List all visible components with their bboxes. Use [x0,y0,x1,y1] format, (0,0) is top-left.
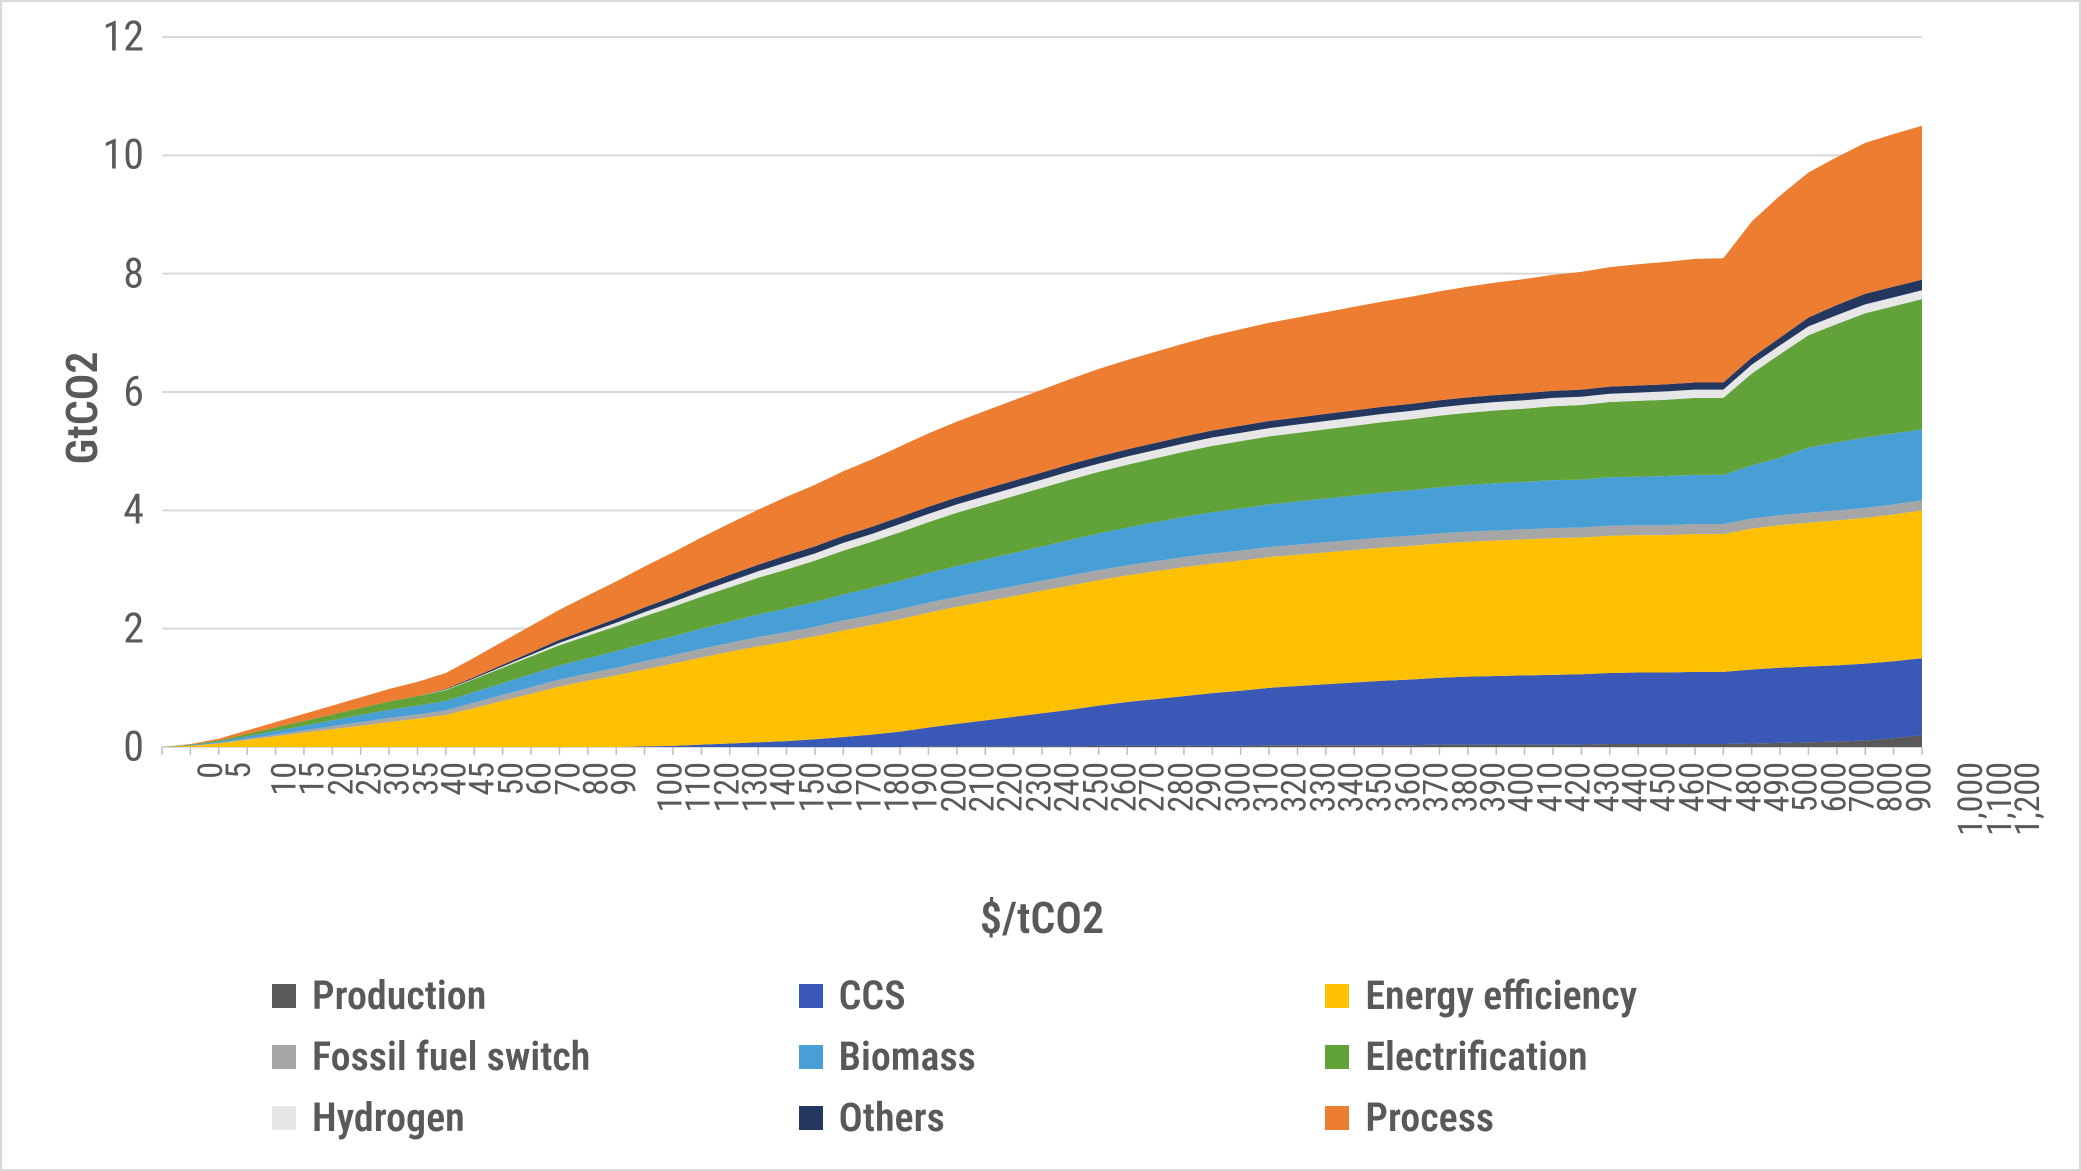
legend-label: Fossil fuel switch [312,1033,590,1080]
legend-label: Electrification [1365,1033,1587,1080]
y-tick-label: 10 [84,131,144,180]
legend-item-process: Process [1325,1094,1832,1141]
legend-label: Energy efficiency [1365,972,1637,1019]
legend-label: Production [312,972,486,1019]
legend-item-others: Others [799,1094,1306,1141]
legend-swatch [272,1106,296,1130]
legend-item-biomass: Biomass [799,1033,1306,1080]
plot-area [162,37,1922,747]
legend-item-electrification: Electrification [1325,1033,1832,1080]
legend-swatch [799,984,823,1008]
x-tick-label: 90 [605,762,645,796]
chart-frame: 024681012 GtCO2 051015202530354045506070… [0,0,2081,1171]
x-tick-label: 900 [1899,762,1939,812]
y-tick-label: 8 [84,249,144,298]
y-axis-title: GtCO2 [56,308,108,508]
legend-item-energy-efficiency: Energy efficiency [1325,972,1832,1019]
legend-swatch [1325,1106,1349,1130]
y-tick-label: 0 [84,723,144,772]
legend-item-hydrogen: Hydrogen [272,1094,779,1141]
legend-swatch [799,1106,823,1130]
legend: Production CCS Energy efficiency Fossil fue… [272,972,1832,1141]
legend-label: Hydrogen [312,1094,465,1141]
legend-item-fossil-fuel-switch: Fossil fuel switch [272,1033,779,1080]
x-tick-label: 1,200 [2008,762,2048,836]
x-tick-label: 5 [219,762,259,779]
legend-swatch [272,1045,296,1069]
plot-svg [162,37,1922,747]
legend-item-ccs: CCS [799,972,1306,1019]
x-axis-ticks: 0510152025303540455060708090100110120130… [162,754,1922,884]
legend-swatch [1325,984,1349,1008]
legend-label: Others [839,1094,945,1141]
legend-label: Biomass [839,1033,976,1080]
x-axis-title: $/tCO2 [162,892,1922,944]
legend-swatch [799,1045,823,1069]
y-tick-label: 2 [84,604,144,653]
legend-swatch [272,984,296,1008]
legend-label: CCS [839,972,906,1019]
y-tick-label: 12 [84,13,144,62]
legend-swatch [1325,1045,1349,1069]
legend-item-production: Production [272,972,779,1019]
legend-label: Process [1365,1094,1494,1141]
